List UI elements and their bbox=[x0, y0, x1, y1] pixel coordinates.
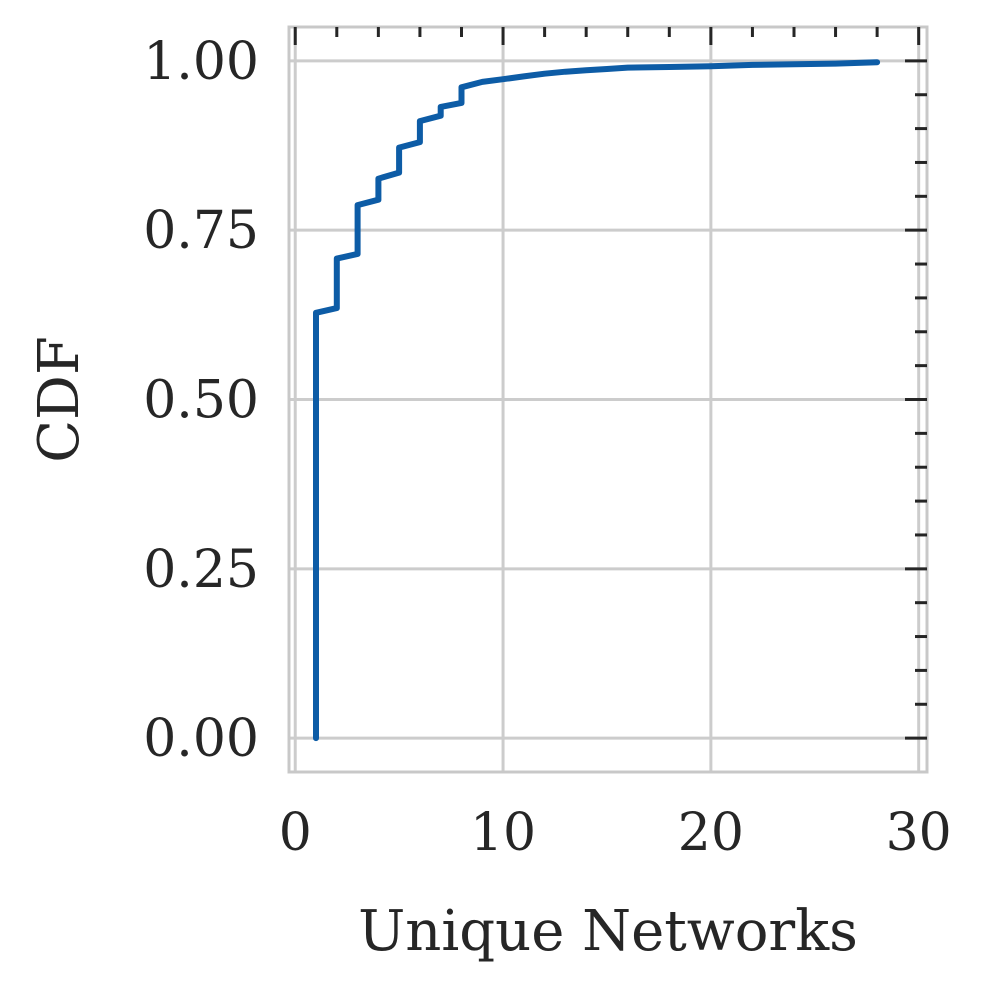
x-tick-label: 30 bbox=[886, 803, 952, 863]
right-axis-ticks bbox=[905, 59, 927, 740]
y-tick-label: 0.25 bbox=[143, 540, 259, 600]
top-axis-ticks bbox=[293, 27, 921, 45]
y-tick-label: 0.00 bbox=[143, 709, 259, 769]
y-axis-label: CDF bbox=[27, 336, 92, 463]
y-tick-label: 0.50 bbox=[143, 371, 259, 431]
cdf-series-line bbox=[313, 59, 881, 742]
y-tick-labels: 0.00 0.25 0.50 0.75 1.00 bbox=[143, 32, 259, 769]
x-tick-label: 20 bbox=[678, 803, 744, 863]
x-tick-label: 10 bbox=[470, 803, 536, 863]
x-tick-labels: 0 10 20 30 bbox=[279, 803, 952, 863]
y-tick-label: 0.75 bbox=[143, 201, 259, 261]
x-axis-label: Unique Networks bbox=[358, 899, 858, 964]
x-tick-label: 0 bbox=[279, 803, 312, 863]
y-tick-label: 1.00 bbox=[143, 32, 259, 92]
y-gridlines bbox=[289, 59, 927, 740]
